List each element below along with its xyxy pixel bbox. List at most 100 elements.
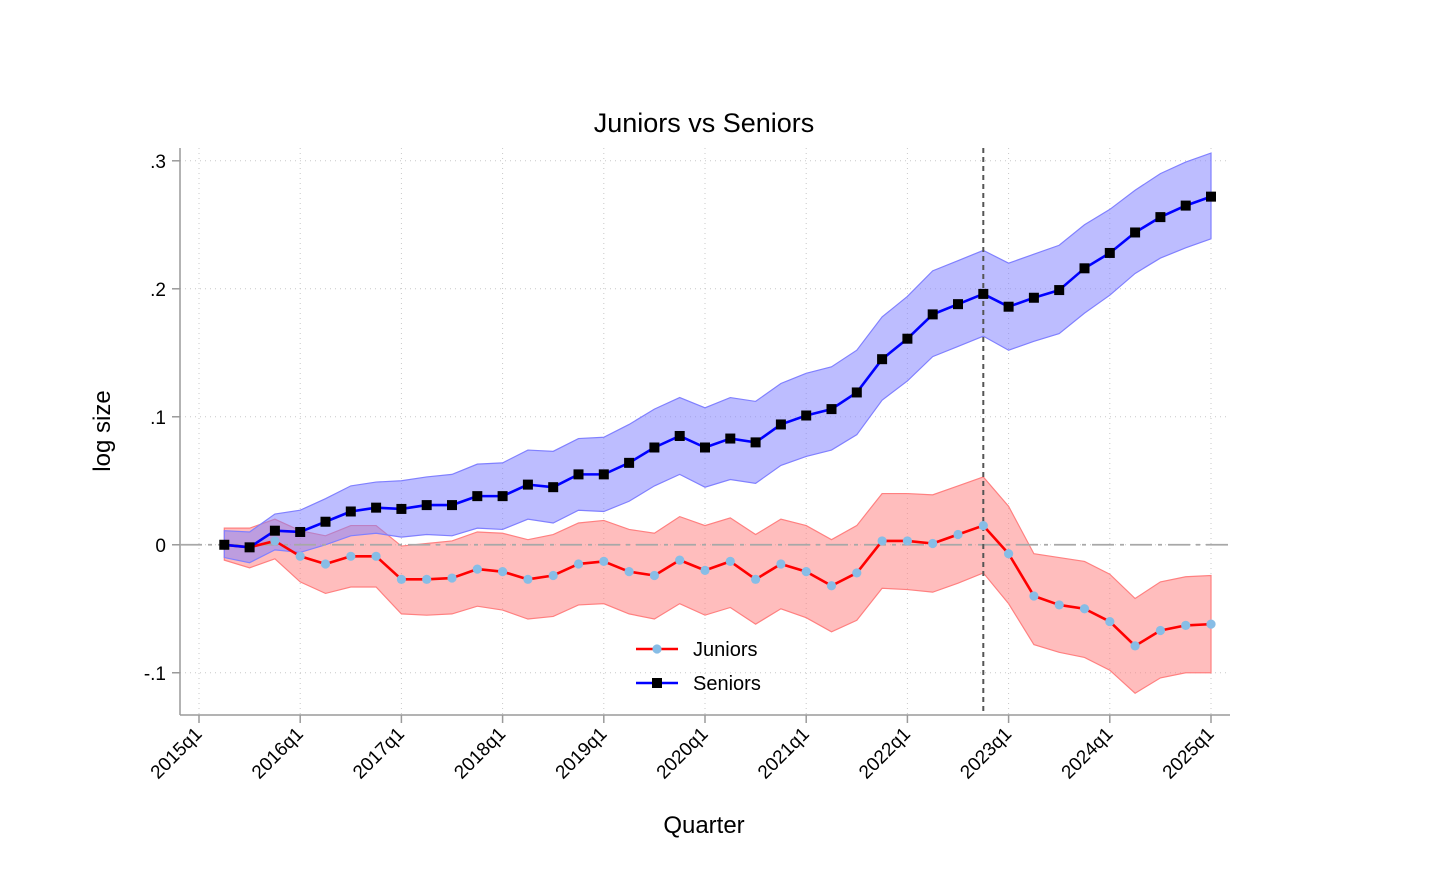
juniors-point	[826, 581, 837, 591]
juniors-point	[1206, 619, 1216, 629]
juniors-point	[523, 574, 533, 584]
juniors-point	[1105, 616, 1115, 627]
juniors-point	[953, 529, 963, 540]
series-markers	[219, 191, 1216, 651]
seniors-point	[396, 503, 407, 514]
juniors-point	[396, 574, 406, 584]
juniors-point	[776, 559, 786, 569]
seniors-point	[421, 500, 432, 511]
juniors-point	[548, 570, 558, 581]
juniors-point	[599, 556, 609, 567]
confidence-band-seniors	[223, 152, 1212, 564]
juniors-point	[624, 567, 634, 577]
chart-title: Juniors vs Seniors	[594, 108, 815, 138]
x-tick-label: 2018q1	[450, 724, 510, 784]
series-lines	[224, 195, 1212, 648]
seniors-point	[320, 516, 331, 527]
seniors-point	[902, 333, 913, 344]
y-axis-title: log size	[89, 390, 116, 471]
x-tick-label: 2015q1	[147, 724, 207, 784]
seniors-point	[598, 469, 609, 480]
juniors-point	[725, 556, 735, 567]
seniors-point	[649, 442, 660, 453]
legend-label-juniors: Juniors	[693, 639, 757, 661]
juniors-point	[1181, 620, 1191, 631]
juniors-point	[320, 559, 331, 569]
y-tick-label: 0	[155, 536, 166, 557]
juniors-point	[700, 565, 710, 575]
juniors-point	[1004, 549, 1014, 559]
seniors-point	[1180, 200, 1191, 211]
seniors-point	[725, 433, 736, 444]
seniors-point	[927, 309, 938, 320]
x-tick-label: 2022q1	[855, 724, 915, 784]
juniors-point	[649, 570, 660, 581]
seniors-point	[775, 419, 786, 430]
seniors-point	[548, 482, 559, 493]
juniors-point	[573, 559, 584, 569]
seniors-point	[244, 542, 255, 553]
seniors-point	[295, 526, 306, 537]
juniors-point	[1054, 600, 1064, 610]
seniors-point	[750, 437, 761, 448]
seniors-point	[674, 430, 685, 441]
juniors-point	[371, 551, 381, 561]
seniors-point	[1130, 227, 1141, 238]
juniors-point	[801, 567, 811, 577]
y-tick-label: .2	[150, 280, 166, 301]
seniors-point	[1104, 247, 1115, 258]
juniors-point	[978, 520, 988, 531]
seniors-point	[1003, 301, 1014, 312]
juniors-point	[877, 536, 887, 546]
seniors-point	[801, 410, 812, 421]
juniors-point	[902, 536, 913, 546]
seniors-point	[1054, 285, 1065, 296]
x-axis-title: Quarter	[663, 812, 744, 839]
legend-marker-juniors	[652, 644, 662, 654]
x-tick-label: 2019q1	[552, 724, 612, 784]
seniors-point	[1155, 212, 1166, 223]
x-tick-label: 2023q1	[956, 724, 1016, 784]
juniors-point	[270, 536, 280, 546]
juniors-point	[852, 568, 862, 578]
seniors-point	[573, 469, 584, 480]
legend-label-seniors: Seniors	[693, 673, 761, 695]
reference-lines	[180, 148, 1230, 715]
seniors-point	[522, 479, 533, 490]
y-tick-label: .1	[150, 408, 166, 429]
seniors-point	[826, 404, 837, 415]
seniors-point	[877, 354, 888, 365]
seniors-point	[219, 539, 230, 550]
x-tick-label: 2020q1	[653, 724, 713, 784]
juniors-point	[422, 574, 432, 584]
seniors-point	[1028, 292, 1039, 303]
juniors-point	[498, 567, 508, 577]
seniors-point	[1079, 263, 1090, 274]
juniors-point	[751, 574, 761, 584]
juniors-point	[1079, 604, 1090, 614]
legend: Juniors Seniors	[636, 639, 761, 695]
juniors-point	[447, 573, 457, 583]
seniors-point	[851, 387, 862, 398]
series-line-juniors	[224, 524, 1212, 648]
x-tick-label: 2017q1	[349, 724, 409, 784]
seniors-point	[447, 500, 457, 511]
seniors-point	[978, 288, 989, 299]
x-tick-label: 2024q1	[1058, 724, 1118, 784]
juniors-point	[295, 551, 305, 561]
y-tick-label: -.1	[144, 664, 166, 685]
x-tick-label: 2016q1	[248, 724, 308, 784]
seniors-point	[1206, 191, 1216, 202]
x-tick-label: 2021q1	[754, 724, 814, 784]
juniors-point	[928, 538, 938, 549]
x-tick-label: 2025q1	[1159, 724, 1219, 784]
seniors-point	[472, 491, 483, 502]
juniors-point	[675, 555, 685, 565]
seniors-point	[269, 525, 280, 536]
legend-marker-seniors	[652, 678, 662, 688]
juniors-point	[472, 564, 482, 574]
juniors-point	[346, 551, 356, 561]
seniors-point	[624, 457, 635, 468]
seniors-point	[700, 442, 710, 453]
seniors-point	[371, 502, 382, 513]
